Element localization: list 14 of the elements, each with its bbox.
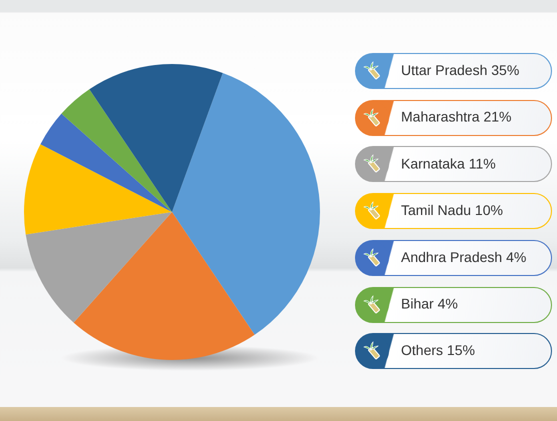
legend-label: Uttar Pradesh 35% xyxy=(401,62,520,78)
legend-label: Karnataka 11% xyxy=(401,155,496,172)
pie-slice xyxy=(89,64,223,212)
pie-slice xyxy=(172,72,320,335)
legend-label: Andhra Pradesh 4% xyxy=(401,248,526,265)
legend-label: Maharashtra 21% xyxy=(401,108,512,125)
pie-slice xyxy=(40,114,172,212)
pie-slice xyxy=(74,212,255,360)
pie-slice xyxy=(26,212,172,323)
pie-slice xyxy=(61,89,172,212)
legend-label: Others 15% xyxy=(401,342,475,358)
legend-label: Bihar 4% xyxy=(401,296,458,312)
pie-slice xyxy=(24,144,172,235)
legend-label: Tamil Nadu 10% xyxy=(401,202,503,218)
